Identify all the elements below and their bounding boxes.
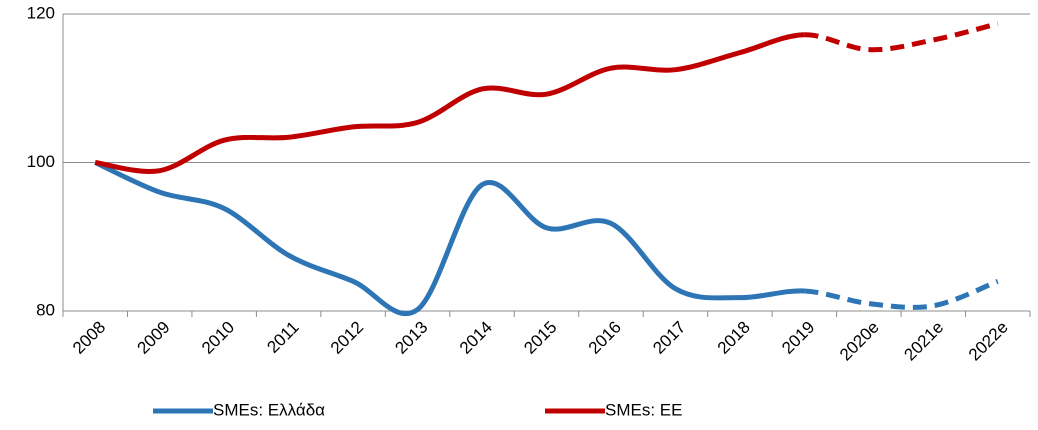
y-tick-label: 80 (36, 300, 55, 319)
series-line (94, 160, 805, 317)
x-tick-label: 2012 (327, 318, 367, 358)
x-tick-label: 2013 (391, 318, 431, 358)
x-tick-label: 2010 (198, 318, 238, 358)
legend-label: SMEs: Ελλάδα (213, 400, 325, 419)
x-tick-label: 2016 (585, 318, 625, 358)
x-tick-label: 2022e (965, 318, 1012, 365)
x-tick-label: 2009 (134, 318, 174, 358)
y-tick-label: 120 (27, 3, 55, 22)
x-tick-label: 2011 (263, 318, 302, 357)
x-tick-label: 2008 (69, 318, 109, 358)
x-tick-label: 2020e (836, 318, 883, 365)
x-tick-label: 2017 (649, 318, 689, 358)
forecast-line (804, 21, 999, 53)
x-tick-label: 2019 (778, 318, 818, 358)
x-tick-label: 2021e (900, 318, 947, 365)
y-tick-label: 100 (27, 152, 55, 171)
x-tick-label: 2015 (520, 318, 560, 358)
x-tick-label: 2018 (714, 318, 754, 358)
series-line (94, 32, 805, 174)
legend-label: SMEs: ΕΕ (605, 400, 682, 419)
forecast-line (804, 278, 999, 310)
x-tick-label: 2014 (456, 318, 496, 358)
